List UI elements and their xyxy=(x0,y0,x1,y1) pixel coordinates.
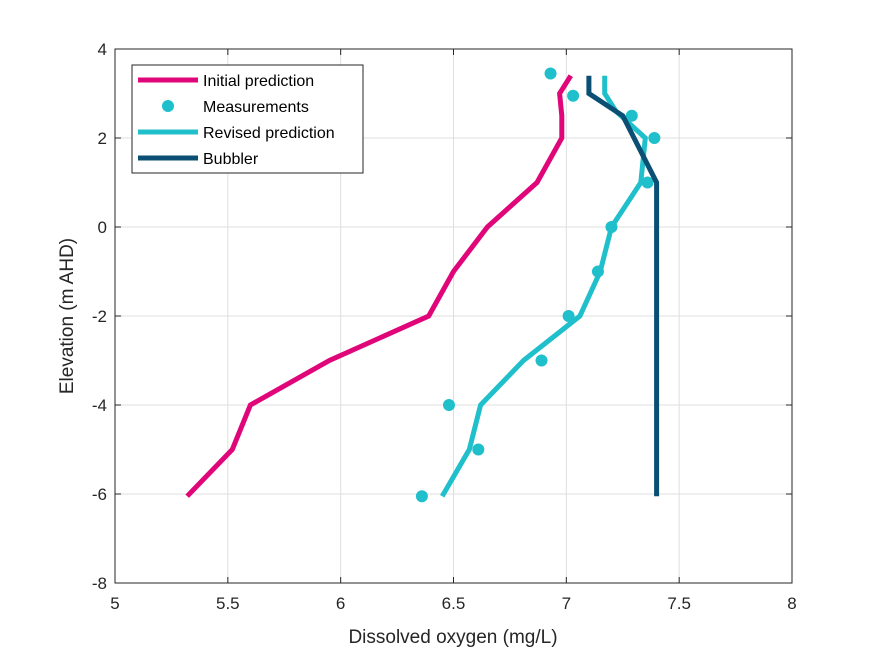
x-tick-label: 6 xyxy=(336,594,345,613)
data-point-measurements xyxy=(442,399,455,411)
data-point-measurements xyxy=(544,67,557,80)
data-point-measurements xyxy=(472,443,485,456)
legend-label-bubbler: Bubbler xyxy=(203,151,259,168)
y-tick-label: 4 xyxy=(98,40,107,59)
data-point-measurements xyxy=(567,89,580,102)
ticks xyxy=(114,48,793,584)
y-tick-label: -8 xyxy=(92,574,107,593)
legend-label-revised-prediction: Revised prediction xyxy=(203,125,335,142)
x-tick-labels: 5 5.5 6 6.5 7 7.5 8 xyxy=(110,594,796,613)
data-point-measurements xyxy=(648,132,661,144)
y-tick-label: -2 xyxy=(92,307,107,326)
data-point-measurements xyxy=(562,310,575,322)
x-tick-label: 6.5 xyxy=(442,594,466,613)
series-layer xyxy=(185,67,661,503)
y-axis-label: Elevation (m AHD) xyxy=(57,238,78,394)
data-point-measurements xyxy=(625,109,638,122)
x-tick-label: 5.5 xyxy=(216,594,240,613)
legend: Initial prediction Measurements Revised pr… xyxy=(131,64,364,174)
data-point-measurements xyxy=(415,490,428,503)
x-axis-label: Dissolved oxygen (mg/L) xyxy=(348,627,557,648)
y-tick-label: -6 xyxy=(92,485,107,504)
y-tick-label: 2 xyxy=(98,129,107,148)
legend-label-measurements: Measurements xyxy=(203,99,309,116)
y-tick-label: 0 xyxy=(98,218,107,237)
legend-box xyxy=(131,64,364,174)
y-tick-label: -4 xyxy=(92,396,107,415)
x-tick-label: 7.5 xyxy=(667,594,691,613)
legend-swatch-measurements xyxy=(162,100,174,112)
series-line-initial-prediction xyxy=(185,74,573,498)
y-tick-labels: 4 2 0 -2 -4 -6 -8 xyxy=(92,40,107,593)
legend-label-initial-prediction: Initial prediction xyxy=(203,73,314,90)
x-tick-label: 8 xyxy=(787,594,796,613)
x-tick-label: 7 xyxy=(562,594,571,613)
x-tick-label: 5 xyxy=(110,594,119,613)
data-point-measurements xyxy=(535,354,548,367)
data-point-measurements xyxy=(641,176,654,189)
series-line-bubbler xyxy=(586,75,660,497)
